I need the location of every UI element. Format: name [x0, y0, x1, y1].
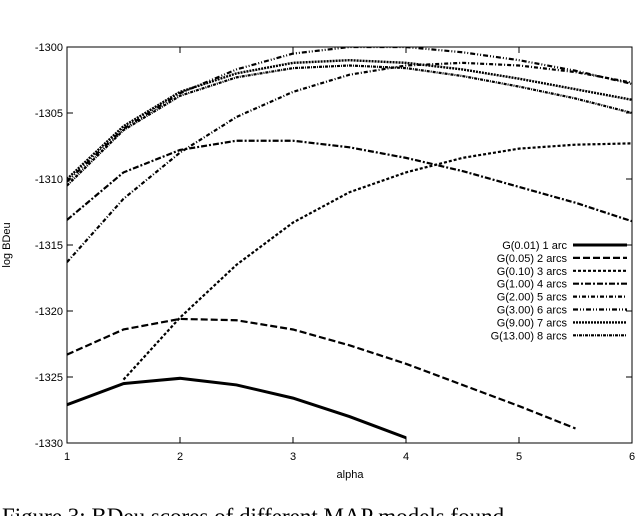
x-tick-label: 3 [290, 451, 296, 463]
y-tick-label: -1305 [35, 108, 63, 120]
y-tick-label: -1330 [35, 438, 63, 450]
legend-label: G(13.00) 8 arcs [491, 330, 568, 342]
x-tick-label: 6 [629, 451, 635, 463]
legend-label: G(0.05) 2 arcs [497, 253, 568, 265]
series-line [67, 58, 632, 180]
legend-label: G(2.00) 5 arcs [497, 292, 568, 304]
y-tick-label: -1325 [35, 372, 63, 384]
y-tick-label: -1315 [35, 240, 63, 252]
legend-label: G(1.00) 4 arcs [497, 279, 568, 291]
legend-label: G(3.00) 6 arcs [497, 305, 568, 317]
legend-label: G(9.00) 7 arcs [497, 317, 568, 329]
x-tick-label: 1 [64, 451, 70, 463]
x-axis-label: alpha [337, 469, 365, 481]
x-tick-label: 4 [403, 451, 409, 463]
series-line [67, 61, 632, 263]
series-line [67, 139, 632, 223]
series-line [67, 47, 632, 183]
series-line [122, 142, 632, 381]
caption: Figure 3: BDeu scores of different MAP m… [2, 504, 505, 516]
series-line [67, 376, 407, 440]
x-tick-label: 2 [177, 451, 183, 463]
x-tick-label: 5 [516, 451, 522, 463]
series-line [67, 317, 576, 430]
legend-label: G(0.01) 1 arc [502, 240, 567, 252]
plot-area [67, 47, 632, 440]
y-axis-label: log BDeu [1, 222, 13, 267]
series-line [67, 64, 632, 187]
y-tick-label: -1320 [35, 306, 63, 318]
legend-label: G(0.10) 3 arcs [497, 266, 568, 278]
y-tick-label: -1300 [35, 42, 63, 54]
y-tick-label: -1310 [35, 174, 63, 186]
